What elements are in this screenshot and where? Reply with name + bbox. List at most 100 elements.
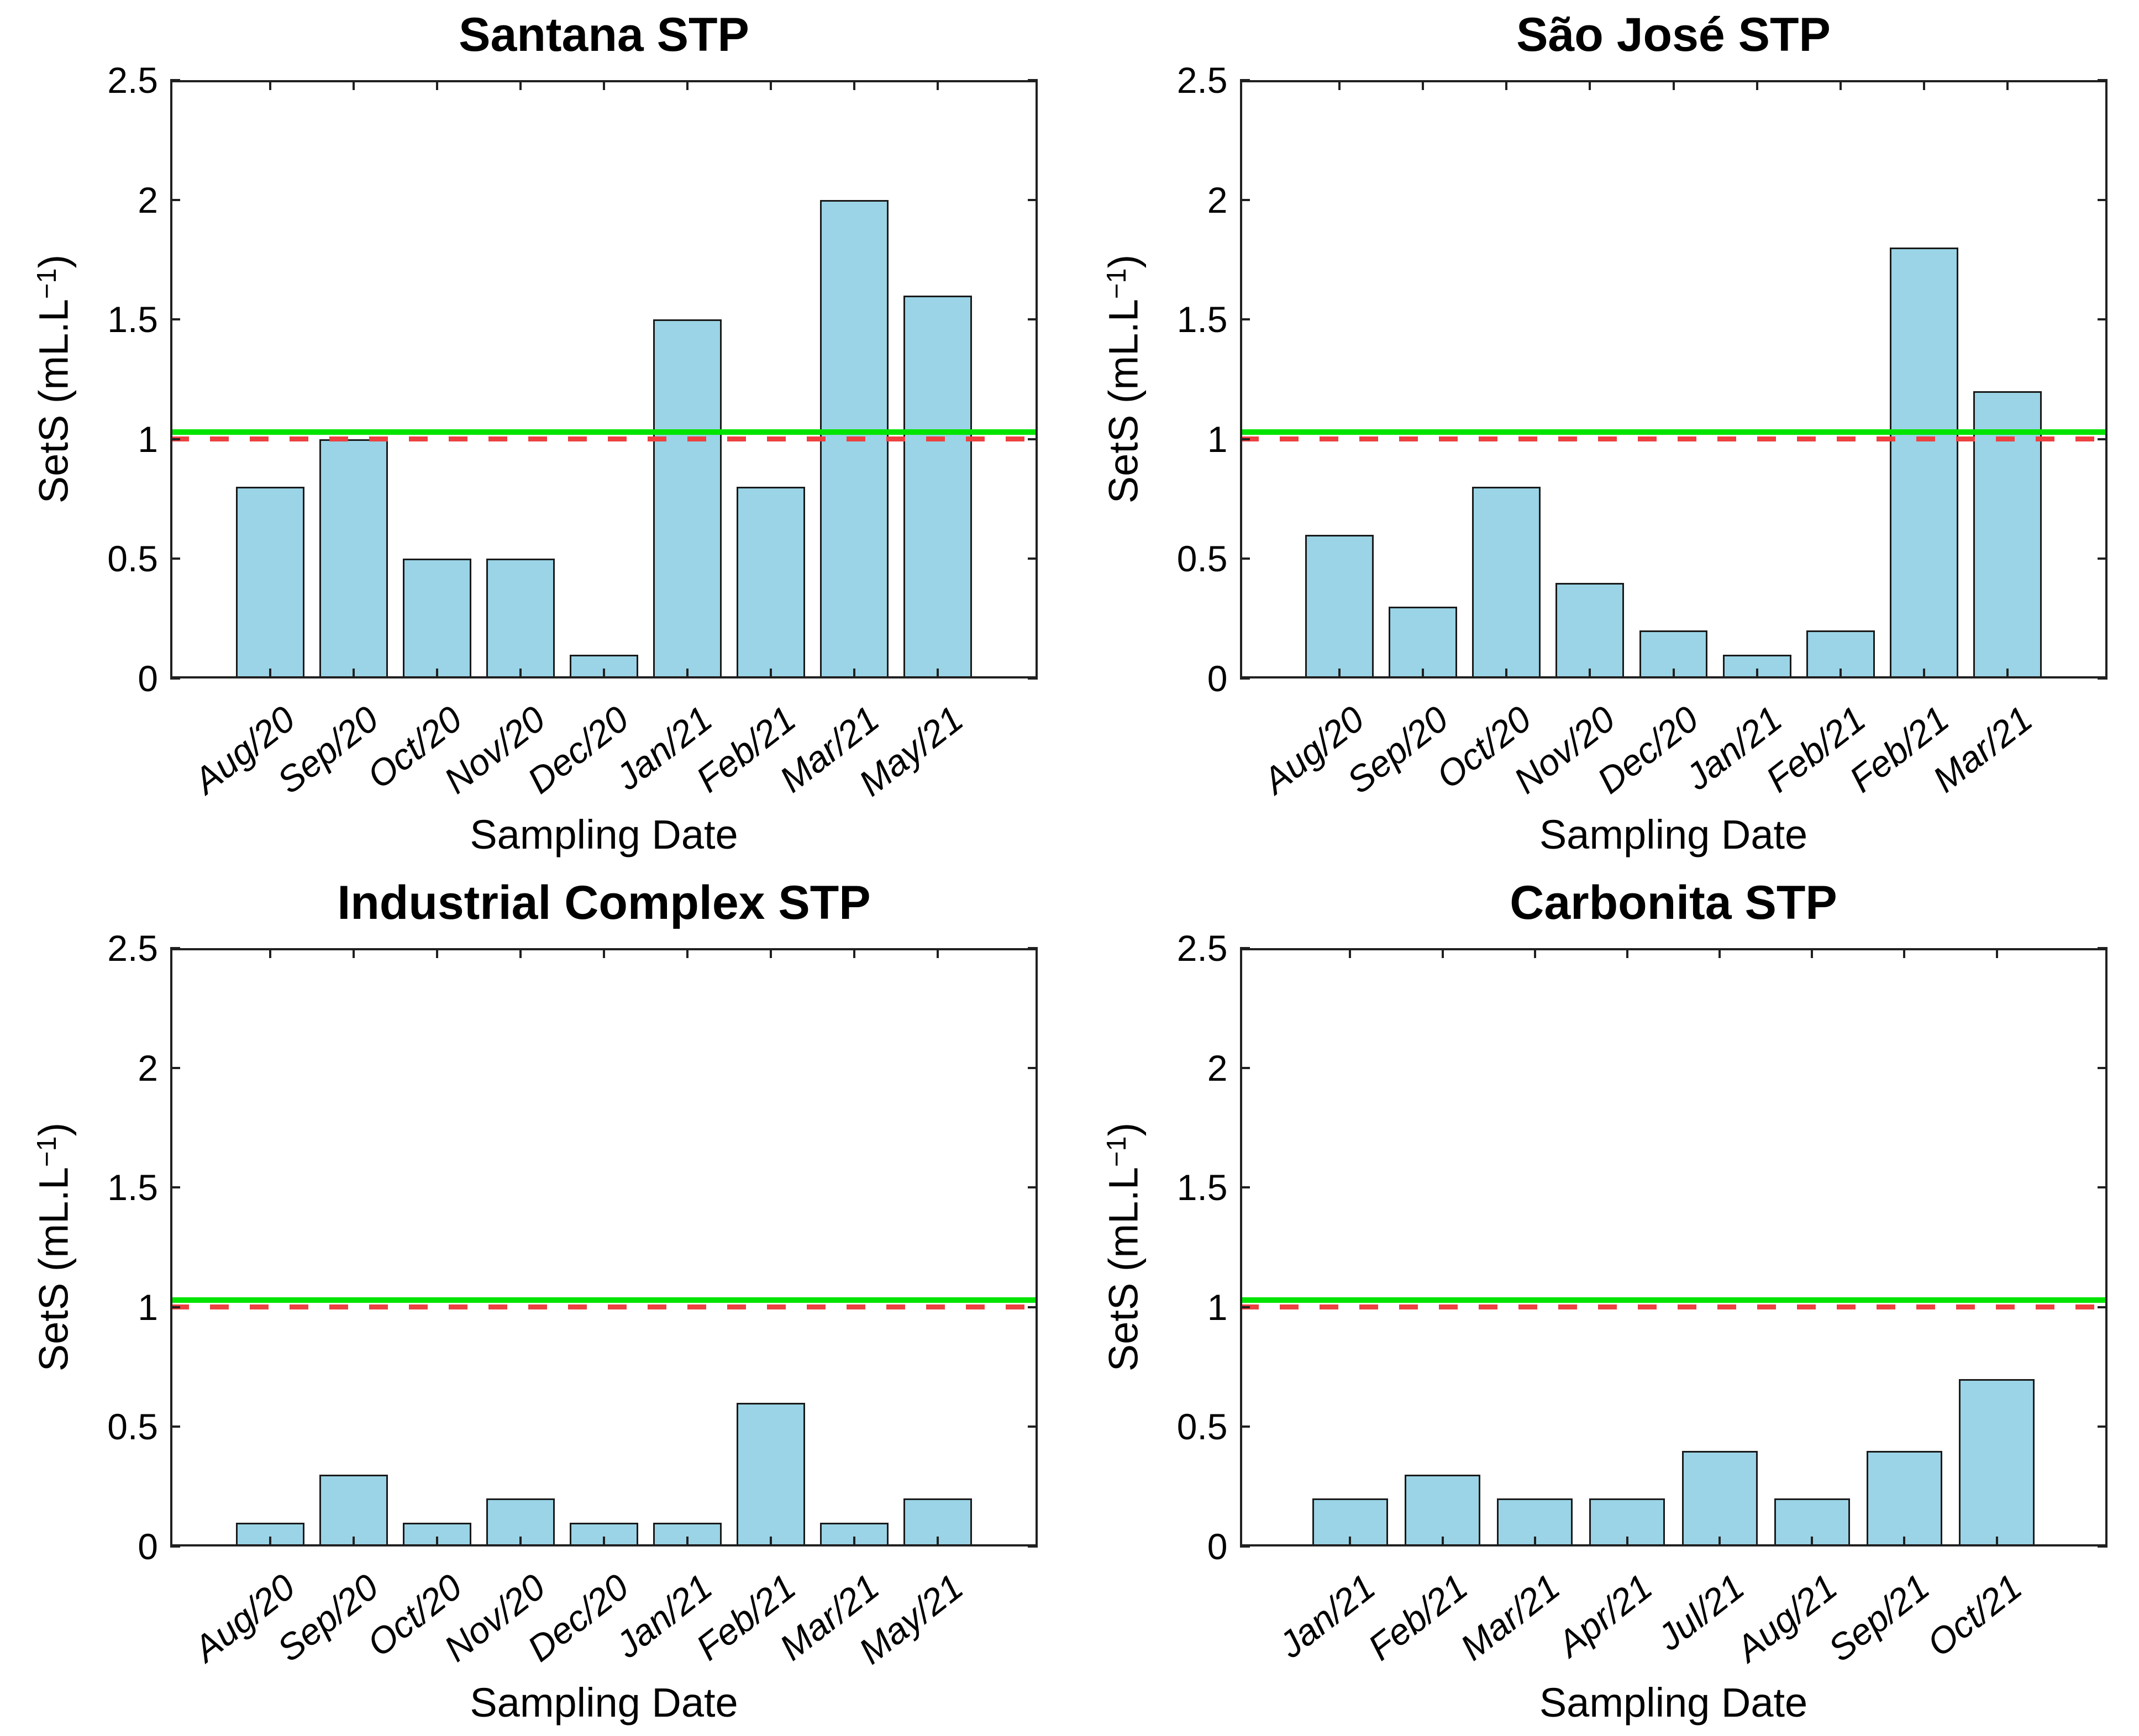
y-tick-mark [170,677,180,680]
y-tick-mark-right [2097,1545,2108,1548]
x-tick-mark [519,669,522,678]
x-tick-mark-top [1505,80,1508,90]
x-tick-mark [1338,669,1341,678]
bar [1305,535,1374,678]
x-tick-mark [603,669,605,678]
y-tick-mark-right [2097,1306,2108,1308]
x-tick-mark [686,669,689,678]
y-tick-mark-right [1028,318,1038,321]
y-tick-label: 1.5 [107,299,158,340]
bar [402,559,471,678]
bar [737,1403,806,1546]
y-tick-label: 2.5 [1176,928,1228,969]
chart-panel-industrial-complex: Industrial Complex STP SetS (mL.L−1) Sam… [0,868,1069,1736]
x-tick-mark-top [1811,948,1814,958]
x-axis-label: Sampling Date [470,1680,738,1726]
y-tick-label: 2 [1207,179,1228,220]
y-tick-mark-right [2097,557,2108,560]
y-tick-label: 1 [138,418,158,460]
y-axis-label-superscript: −1 [1101,1136,1132,1167]
y-tick-mark-right [2097,198,2108,201]
y-tick-mark [1239,1186,1250,1189]
x-tick-label: Jan/21 [1271,1566,1383,1666]
x-tick-mark [770,1537,772,1546]
x-tick-mark-top [1441,948,1444,958]
reference-line-red [1239,1304,2108,1310]
chart-title: São José STP [1516,8,1831,61]
x-tick-mark [519,1537,522,1546]
x-tick-mark-top [1903,948,1906,958]
x-tick-mark-top [352,948,355,958]
x-tick-mark [1349,1537,1352,1546]
chart-title: Santana STP [459,8,749,61]
y-tick-mark-right [1028,1306,1038,1308]
reference-line-red [170,436,1038,442]
x-tick-mark [269,1537,271,1546]
y-tick-mark [170,1425,180,1428]
y-tick-mark-right [1028,1186,1038,1189]
x-tick-mark-top [937,948,939,958]
x-tick-mark [352,669,355,678]
y-tick-mark-right [2097,1425,2108,1428]
y-tick-label: 2.5 [107,60,158,101]
x-tick-mark [1441,1537,1444,1546]
x-tick-mark [1922,669,1925,678]
y-tick-mark-right [2097,1066,2108,1069]
bar [1555,582,1625,678]
y-tick-label: 0 [138,1526,158,1567]
y-tick-mark [1239,438,1250,440]
y-tick-mark [1239,318,1250,321]
x-tick-mark-top [435,80,438,90]
x-tick-mark-top [1922,80,1925,90]
y-tick-label: 0 [138,658,158,699]
x-tick-mark [1903,1537,1906,1546]
y-axis-label: SetS (mL.L−1) [30,1123,77,1371]
y-tick-mark-right [2097,1186,2108,1189]
x-tick-label: Feb/21 [1360,1566,1475,1669]
y-tick-label: 0.5 [107,538,158,580]
bar [486,559,555,678]
y-tick-mark [170,947,180,949]
y-tick-label: 1 [1207,1286,1228,1328]
y-tick-label: 2.5 [107,928,158,969]
y-tick-label: 2 [1207,1047,1228,1088]
y-tick-mark [170,1066,180,1069]
x-tick-mark [352,1537,355,1546]
x-tick-label: Aug/21 [1728,1566,1844,1670]
bar [1389,607,1458,678]
y-tick-mark-right [1028,1545,1038,1548]
x-tick-label: Sep/21 [1820,1566,1937,1670]
y-tick-label: 0.5 [107,1406,158,1448]
y-tick-mark [170,1306,180,1308]
x-tick-mark-top [1349,948,1352,958]
y-axis-label: SetS (mL.L−1) [1100,1123,1147,1371]
y-tick-label: 2 [138,1047,158,1088]
x-tick-mark [269,669,271,678]
y-tick-mark-right [2097,947,2108,949]
x-tick-mark-top [770,80,772,90]
y-tick-mark-right [1028,1066,1038,1069]
y-axis-label: SetS (mL.L−1) [1100,255,1147,503]
x-tick-mark-top [1995,948,1998,958]
x-tick-mark-top [1589,80,1591,90]
x-tick-mark [770,669,772,678]
reference-line-green [1239,1297,2108,1303]
x-axis-label: Sampling Date [1539,812,1808,858]
chart-title: Industrial Complex STP [337,876,871,929]
x-tick-mark-top [269,80,271,90]
bar [1959,1379,2035,1546]
x-tick-mark-top [269,948,271,958]
x-tick-mark [1811,1537,1814,1546]
x-tick-mark-top [770,948,772,958]
bar [1889,248,1958,678]
x-tick-mark [1533,1537,1536,1546]
y-tick-label: 0.5 [1176,1406,1228,1448]
bar [653,319,722,678]
x-tick-mark [937,669,939,678]
y-tick-mark [1239,1545,1250,1548]
x-tick-mark-top [686,948,689,958]
y-tick-mark-right [2097,438,2108,440]
y-tick-mark [170,198,180,201]
y-axis-label-superscript: −1 [32,268,62,299]
